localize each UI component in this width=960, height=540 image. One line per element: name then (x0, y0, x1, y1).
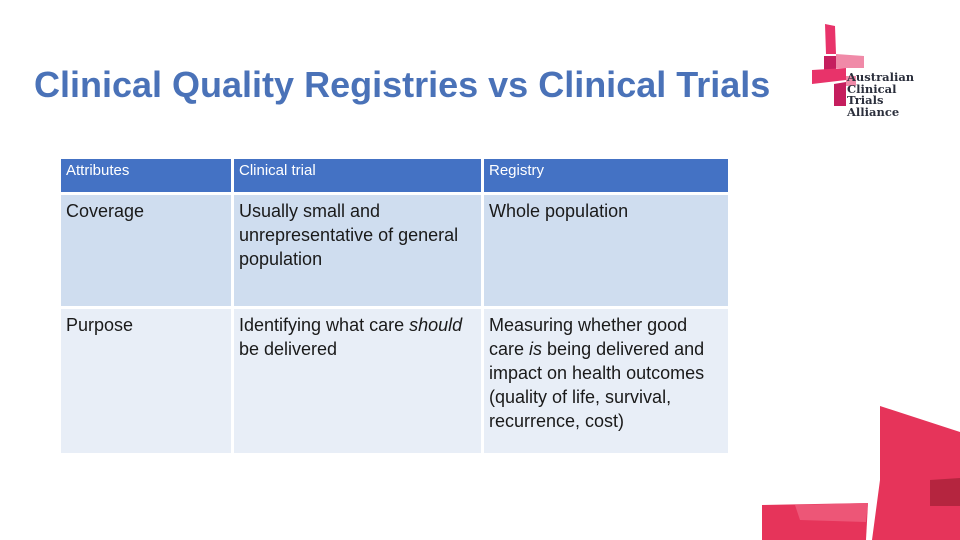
cell-registry: Whole population (481, 192, 731, 309)
slide-title: Clinical Quality Registries vs Clinical … (34, 64, 771, 105)
logo-red-stem (834, 82, 846, 106)
cell-registry: Measuring whether good care is being del… (481, 306, 731, 456)
logo-mark (812, 24, 864, 106)
cell-emphasis: should (409, 315, 463, 335)
cell-text: Measuring whether good care (489, 315, 688, 359)
comparison-table: Attributes Clinical trial Registry Cover… (58, 156, 731, 456)
cell-trial: Usually small and unrepresentative of ge… (231, 192, 484, 309)
logo-line: Australian (847, 70, 915, 84)
logo-light-block (836, 54, 864, 68)
logo-line: Clinical (847, 81, 897, 96)
cell-text: being delivered and impact on health out… (489, 339, 705, 431)
deco-shape-bottom (762, 503, 868, 540)
deco-shape-large (872, 406, 960, 540)
table-header-row: Attributes Clinical trial Registry (58, 156, 731, 195)
header-clinical-trial: Clinical trial (231, 156, 484, 195)
cell-trial: Identifying what care should be delivere… (231, 306, 484, 456)
logo-pink-bar (825, 24, 836, 54)
logo-text: Australian Clinical Trials Alliance (847, 70, 915, 119)
cell-attribute: Purpose (58, 306, 234, 456)
logo-magenta-block (824, 56, 836, 72)
cell-emphasis: is (529, 339, 543, 359)
cell-text: Identifying what care (239, 315, 405, 335)
logo-line: Alliance (847, 104, 900, 119)
logo-pink-block (812, 68, 846, 84)
header-registry: Registry (481, 156, 731, 195)
table-row: Coverage Usually small and unrepresentat… (58, 192, 731, 309)
logo-line: Trials (847, 93, 884, 107)
table-row: Purpose Identifying what care should be … (58, 306, 731, 456)
cell-text: be delivered (239, 339, 338, 359)
deco-shape-small (795, 503, 868, 522)
cell-attribute: Coverage (58, 192, 234, 309)
deco-shape-dark (930, 478, 960, 506)
logo-small-block (846, 76, 856, 86)
header-attributes: Attributes (58, 156, 234, 195)
